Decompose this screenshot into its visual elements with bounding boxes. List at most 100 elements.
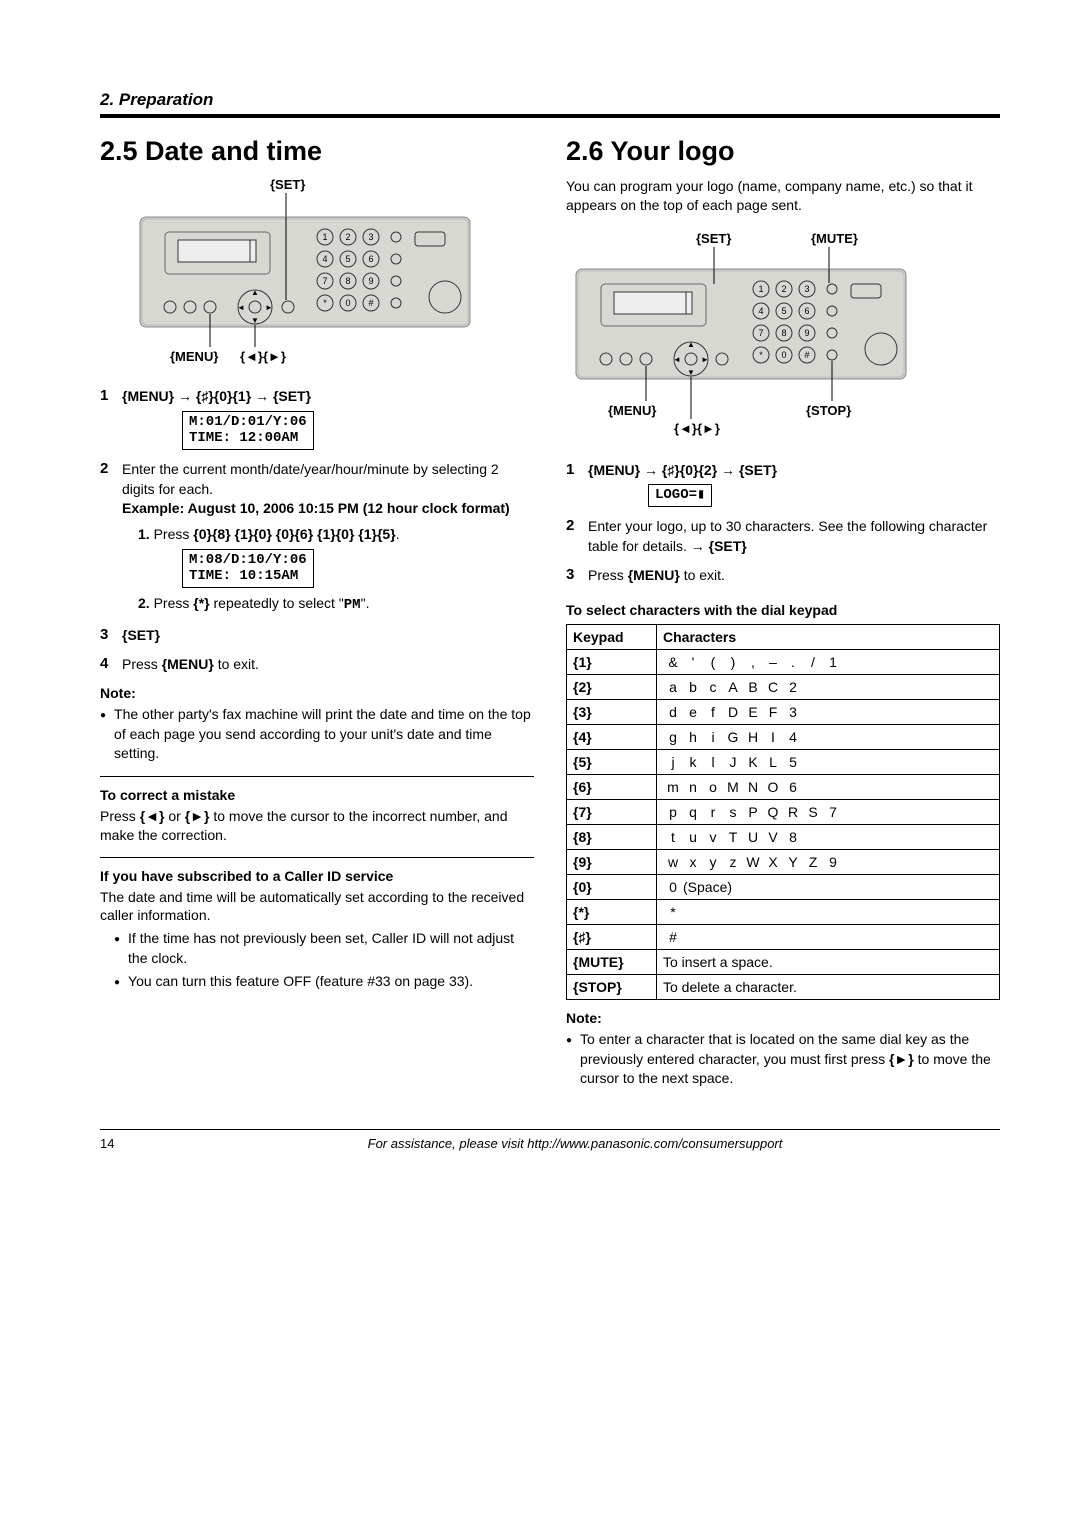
r-label-mute: {MUTE} [811, 231, 858, 246]
r-note-head: Note: [566, 1010, 1000, 1026]
svg-text:#: # [368, 298, 373, 308]
svg-text:*: * [759, 350, 763, 360]
table-row: {4}ghiGHI4 [567, 724, 1000, 749]
sub1-num: 1. [138, 526, 150, 542]
keypad-cell: {♯} [567, 924, 657, 949]
r-step-2: 2 Enter your logo, up to 30 characters. … [566, 517, 1000, 556]
chars-cell: ghiGHI4 [657, 724, 1000, 749]
chars-cell: mnoMNO6 [657, 774, 1000, 799]
svg-text:6: 6 [804, 306, 809, 316]
chars-cell: abcABC2 [657, 674, 1000, 699]
page-number: 14 [100, 1136, 150, 1151]
table-row: {MUTE}To insert a space. [567, 949, 1000, 974]
th-chars: Characters [657, 624, 1000, 649]
table-row: {3}defDEF3 [567, 699, 1000, 724]
label-arrows: {◄}{►} [240, 349, 286, 364]
note-bullet: The other party's fax machine will print… [100, 705, 534, 764]
svg-text:9: 9 [368, 276, 373, 286]
chars-cell: * [657, 899, 1000, 924]
right-intro: You can program your logo (name, company… [566, 177, 1000, 215]
svg-text:#: # [804, 350, 809, 360]
r-label-arrows: {◄}{►} [674, 421, 720, 436]
correct-text: Press {◄} or {►} to move the cursor to t… [100, 807, 534, 845]
device-diagram-right: {SET} {MUTE} ▲ ▼ ◄ [566, 231, 1000, 451]
keypad-cell: {0} [567, 874, 657, 899]
svg-text:8: 8 [345, 276, 350, 286]
r-step-1-num: 1 [566, 461, 588, 507]
lcd-2: M:08/D:10/Y:06 TIME: 10:15AM [182, 549, 314, 589]
r-step-1-keys: {MENU} → {♯}{0}{2} → {SET} [588, 462, 777, 478]
keypad-cell: {3} [567, 699, 657, 724]
keypad-cell: {9} [567, 849, 657, 874]
svg-text:◄: ◄ [673, 355, 681, 364]
caller-text: The date and time will be automatically … [100, 888, 534, 926]
keypad-cell: {STOP} [567, 974, 657, 999]
correct-head: To correct a mistake [100, 787, 534, 803]
rule-1 [100, 776, 534, 777]
table-row: {6}mnoMNO6 [567, 774, 1000, 799]
step-2-intro: Enter the current month/date/year/hour/m… [122, 461, 499, 497]
r-step-3-num: 3 [566, 566, 588, 586]
chars-cell: 0(Space) [657, 874, 1000, 899]
sub2-num: 2. [138, 595, 150, 611]
step-1-num: 1 [100, 387, 122, 450]
svg-text:▼: ▼ [687, 368, 695, 377]
svg-text:2: 2 [781, 284, 786, 294]
col-left: 2.5 Date and time {SET} [100, 136, 534, 1089]
step-3-num: 3 [100, 626, 122, 646]
chars-cell: # [657, 924, 1000, 949]
keypad-cell: {MUTE} [567, 949, 657, 974]
caller-b2: You can turn this feature OFF (feature #… [114, 972, 534, 992]
svg-text:▲: ▲ [687, 340, 695, 349]
keypad-cell: {2} [567, 674, 657, 699]
step-3: 3 {SET} [100, 626, 534, 646]
svg-text:4: 4 [758, 306, 763, 316]
table-row: {*}* [567, 899, 1000, 924]
table-row: {♯}# [567, 924, 1000, 949]
section-header: 2. Preparation [100, 90, 1000, 110]
keypad-cell: {5} [567, 749, 657, 774]
caller-b1: If the time has not previously been set,… [114, 929, 534, 968]
fax-panel-icon: ▲ ▼ ◄ ► 1 2 3 4 5 6 7 [100, 177, 530, 372]
svg-text:►: ► [701, 355, 709, 364]
step-3-text: {SET} [122, 627, 160, 643]
chars-cell: jklJKL5 [657, 749, 1000, 774]
title-2-5: 2.5 Date and time [100, 136, 534, 167]
step-4-text: Press {MENU} to exit. [122, 656, 259, 672]
chars-cell: To delete a character. [657, 974, 1000, 999]
chars-cell: pqrsPQRS7 [657, 799, 1000, 824]
table-head: To select characters with the dial keypa… [566, 602, 1000, 618]
keypad-cell: {8} [567, 824, 657, 849]
step-4-num: 4 [100, 655, 122, 675]
table-row: {5}jklJKL5 [567, 749, 1000, 774]
r-step-2-text: Enter your logo, up to 30 characters. Se… [588, 518, 987, 554]
r-label-stop: {STOP} [806, 403, 851, 418]
table-row: {9}wxyzWXYZ9 [567, 849, 1000, 874]
svg-text:3: 3 [804, 284, 809, 294]
keypad-cell: {7} [567, 799, 657, 824]
col-right: 2.6 Your logo You can program your logo … [566, 136, 1000, 1089]
char-table: Keypad Characters {1}&'(),–./1{2}abcABC2… [566, 624, 1000, 1000]
chars-cell: wxyzWXYZ9 [657, 849, 1000, 874]
label-set: {SET} [270, 177, 305, 192]
th-keypad: Keypad [567, 624, 657, 649]
label-menu: {MENU} [170, 349, 218, 364]
footer-text: For assistance, please visit http://www.… [150, 1136, 1000, 1151]
chars-cell: tuvTUV8 [657, 824, 1000, 849]
sub2-text: Press {*} repeatedly to select "PM". [154, 595, 370, 611]
r-label-menu: {MENU} [608, 403, 656, 418]
svg-text:6: 6 [368, 254, 373, 264]
step-4: 4 Press {MENU} to exit. [100, 655, 534, 675]
note-head: Note: [100, 685, 534, 701]
svg-text:7: 7 [758, 328, 763, 338]
r-step-3-text: Press {MENU} to exit. [588, 567, 725, 583]
r-step-1: 1 {MENU} → {♯}{0}{2} → {SET} LOGO=▮ [566, 461, 1000, 507]
r-note-bullet: To enter a character that is located on … [566, 1030, 1000, 1089]
rule-2 [100, 857, 534, 858]
header-rule [100, 114, 1000, 118]
lcd-1: M:01/D:01/Y:06 TIME: 12:00AM [182, 411, 314, 451]
step-1: 1 {MENU} → {♯}{0}{1} → {SET} M:01/D:01/Y… [100, 387, 534, 450]
device-diagram-left: {SET} [100, 177, 534, 377]
chars-cell: To insert a space. [657, 949, 1000, 974]
svg-text:0: 0 [345, 298, 350, 308]
